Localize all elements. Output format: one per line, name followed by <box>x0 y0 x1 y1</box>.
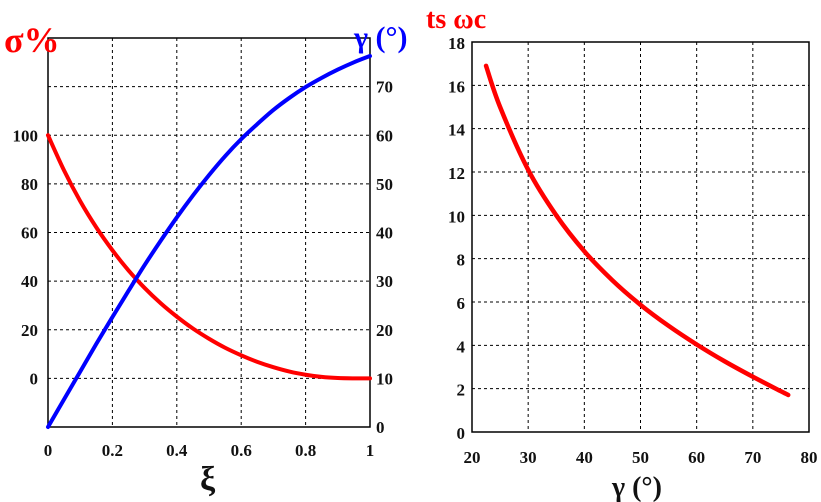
plot-frame <box>471 41 810 433</box>
right-y-tick-label: 20 <box>376 321 393 340</box>
right-y-tick-label: 70 <box>376 78 393 97</box>
x-tick-label: 40 <box>576 448 593 467</box>
left-y-tick-label: 100 <box>13 126 39 145</box>
plot-frame <box>47 37 371 428</box>
right-y-tick-label: 40 <box>376 224 393 243</box>
y-tick-label: 8 <box>457 251 466 270</box>
right-y-tick-label: 60 <box>376 126 393 145</box>
right-y-tick-label: 10 <box>376 369 393 388</box>
y-tick-label: 2 <box>457 381 466 400</box>
y-tick-label: 6 <box>457 294 466 313</box>
left-x-label: ξ <box>200 461 216 498</box>
right-chart: 20 30 40 50 60 70 80 0 2 4 6 8 10 12 14 16 18 <box>448 34 818 467</box>
right-y-tick-label: 50 <box>376 175 393 194</box>
x-tick-label: 0.2 <box>102 441 123 460</box>
left-y-tick-label: 20 <box>21 321 38 340</box>
right-y-label: γ (°) <box>353 21 408 54</box>
x-tick-label: 50 <box>632 448 649 467</box>
left-y-label: σ% <box>4 20 60 60</box>
x-tick-label: 0.8 <box>295 441 316 460</box>
series-line-ts-omega <box>483 63 791 398</box>
y-tick-label: 16 <box>448 77 465 96</box>
right-y-tick-label: 0 <box>376 418 385 437</box>
y-tick-label: 14 <box>448 121 466 140</box>
left-chart: 0 0.2 0.4 0.6 0.8 101020304050607002040608010… <box>13 37 393 460</box>
x-tick-label: 0.4 <box>166 441 188 460</box>
x-tick-label: 60 <box>688 448 705 467</box>
right-y-tick-label: 30 <box>376 272 393 291</box>
y-tick-label: 0 <box>457 424 466 443</box>
x-tick-label: 70 <box>744 448 761 467</box>
x-tick-label: 0.6 <box>231 441 252 460</box>
x-tick-label: 80 <box>801 448 818 467</box>
series-line-gamma <box>46 53 372 429</box>
ts-omega-y-label: ts ωc <box>426 4 486 35</box>
x-tick-label: 20 <box>464 448 481 467</box>
left-y-tick-label: 80 <box>21 175 38 194</box>
left-y-tick-label: 60 <box>21 224 38 243</box>
x-tick-label: 1 <box>366 441 375 460</box>
y-tick-label: 4 <box>457 337 466 356</box>
left-y-tick-label: 40 <box>21 272 38 291</box>
right-x-label: γ (°) <box>611 472 662 502</box>
series-line-sigma <box>46 133 372 381</box>
y-tick-label: 12 <box>448 164 465 183</box>
y-tick-label: 18 <box>448 34 465 53</box>
y-tick-label: 10 <box>448 207 465 226</box>
left-y-tick-label: 0 <box>30 369 39 388</box>
x-tick-label: 0 <box>44 441 53 460</box>
x-tick-label: 30 <box>520 448 537 467</box>
